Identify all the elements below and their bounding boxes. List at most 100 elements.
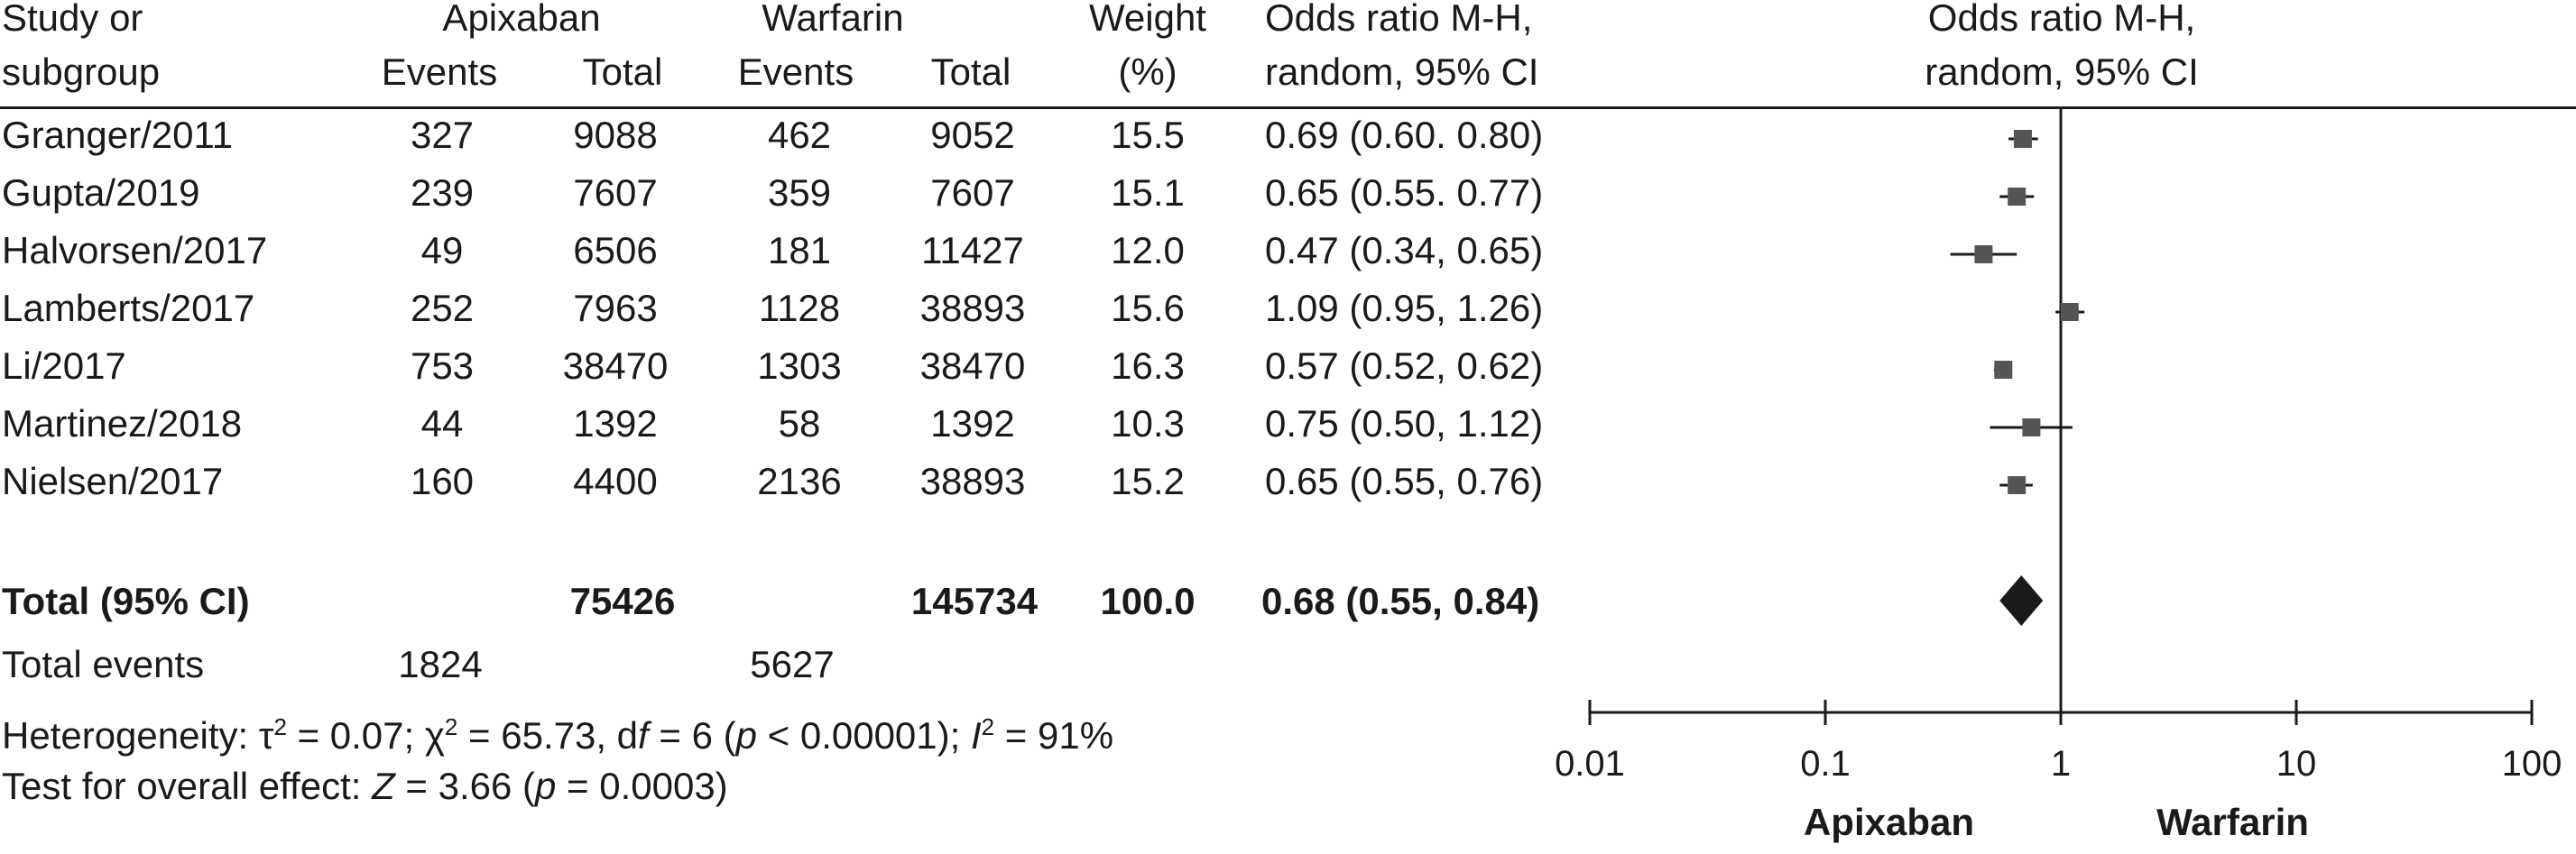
x-axis-tick-label: 100 <box>2502 744 2562 784</box>
total-odds-ratio: 0.68 (0.55, 0.84) <box>1261 580 1540 622</box>
apixaban-events: 327 <box>410 114 475 156</box>
header-apixaban-events: Events <box>381 51 498 93</box>
study-name: Gupta/2019 <box>2 171 200 214</box>
warfarin-events: 1128 <box>758 287 841 329</box>
warfarin-total: 38893 <box>919 287 1026 329</box>
point-marker <box>2022 418 2041 436</box>
warfarin-total: 9052 <box>930 114 1015 156</box>
total-apixaban: 75426 <box>569 580 676 622</box>
heterogeneity-df-italic: f <box>638 714 649 757</box>
apixaban-events: 753 <box>410 344 475 387</box>
study-name: Halvorsen/2017 <box>2 229 268 271</box>
heterogeneity-i-value: = 91% <box>994 714 1114 757</box>
warfarin-events: 58 <box>778 402 821 445</box>
apixaban-events: 252 <box>410 287 475 329</box>
study-name: Lamberts/2017 <box>2 287 255 329</box>
total-weight: 100.0 <box>1100 580 1196 622</box>
warfarin-events: 359 <box>767 171 832 214</box>
odds-ratio-text: 0.65 (0.55. 0.77) <box>1265 171 1544 214</box>
apixaban-total: 6506 <box>573 229 658 271</box>
total-events-warfarin: 5627 <box>750 643 835 685</box>
point-marker <box>2008 188 2027 206</box>
warfarin-total: 38470 <box>919 344 1026 387</box>
warfarin-events: 1303 <box>757 344 842 387</box>
apixaban-total: 4400 <box>573 460 658 502</box>
header-warfarin-total: Total <box>930 51 1011 93</box>
point-marker <box>2008 476 2027 494</box>
warfarin-total: 7607 <box>930 171 1015 214</box>
x-axis-tick-label: 10 <box>2276 744 2317 784</box>
overall-z-italic: Z <box>372 765 395 807</box>
favours-apixaban-label: Apixaban <box>1804 801 1974 843</box>
apixaban-total: 7607 <box>573 171 658 214</box>
weight: 16.3 <box>1111 344 1185 387</box>
apixaban-total: 1392 <box>573 402 658 445</box>
header-study-line1: Study or <box>2 0 143 39</box>
header-rule <box>0 106 2576 109</box>
warfarin-total: 11427 <box>921 229 1024 271</box>
pooled-diamond <box>1999 575 2044 626</box>
point-marker <box>2060 303 2079 321</box>
header-or-line2: random, 95% CI <box>1265 51 1539 93</box>
warfarin-total: 1392 <box>930 402 1015 445</box>
weight: 15.5 <box>1111 114 1185 156</box>
point-marker <box>1974 245 1993 263</box>
header-apixaban: Apixaban <box>442 0 601 39</box>
weight: 12.0 <box>1111 229 1185 271</box>
overall-prefix: Test for overall effect: <box>2 765 373 807</box>
heterogeneity-tau-value: = 0.07; χ <box>286 714 445 757</box>
x-axis-tick-label: 1 <box>2051 744 2071 784</box>
plot-header-line2: random, 95% CI <box>1925 51 2199 93</box>
apixaban-events: 49 <box>420 229 464 271</box>
total-warfarin: 145734 <box>910 580 1039 622</box>
total-events-label: Total events <box>2 643 205 685</box>
apixaban-total: 7963 <box>573 287 658 329</box>
study-name: Granger/2011 <box>2 114 234 156</box>
heterogeneity-sup-tau: 2 <box>273 713 287 740</box>
heterogeneity-sup-i: 2 <box>981 713 995 740</box>
header-warfarin: Warfarin <box>762 0 904 39</box>
overall-z-value: = 3.66 ( <box>394 765 535 807</box>
apixaban-total: 38470 <box>562 344 669 387</box>
warfarin-total: 38893 <box>919 460 1026 502</box>
weight: 15.6 <box>1111 287 1185 329</box>
heterogeneity-df-value: = 6 ( <box>648 714 736 757</box>
total-events-apixaban: 1824 <box>398 643 483 685</box>
plot-header-line1: Odds ratio M-H, <box>1927 0 2196 39</box>
point-marker <box>2013 130 2032 148</box>
heterogeneity-i-italic: I <box>970 714 982 757</box>
apixaban-events: 160 <box>410 460 475 502</box>
heterogeneity-p-italic: p <box>735 714 757 757</box>
overall-effect-text: Test for overall effect: Z = 3.66 (p = 0… <box>2 765 728 808</box>
study-name: Li/2017 <box>2 344 126 387</box>
heterogeneity-p-value: < 0.00001); <box>756 714 971 757</box>
header-weight: Weight <box>1089 0 1206 39</box>
odds-ratio-text: 0.69 (0.60. 0.80) <box>1265 114 1544 156</box>
odds-ratio-text: 0.65 (0.55, 0.76) <box>1265 460 1544 502</box>
heterogeneity-text: Heterogeneity: τ2 = 0.07; χ2 = 65.73, df… <box>2 705 1113 758</box>
odds-ratio-text: 0.47 (0.34, 0.65) <box>1265 229 1544 271</box>
warfarin-events: 462 <box>767 114 832 156</box>
header-apixaban-total: Total <box>582 51 663 93</box>
weight: 15.1 <box>1111 171 1185 214</box>
header-or-line1: Odds ratio M-H, <box>1265 0 1533 39</box>
total-label: Total (95% CI) <box>2 580 250 622</box>
overall-p-value: = 0.0003) <box>556 765 728 807</box>
heterogeneity-prefix: Heterogeneity: τ <box>2 714 274 757</box>
apixaban-events: 239 <box>410 171 475 214</box>
odds-ratio-text: 0.57 (0.52, 0.62) <box>1265 344 1544 387</box>
x-axis-tick-label: 0.01 <box>1555 744 1625 784</box>
heterogeneity-sup-chi: 2 <box>444 713 458 740</box>
x-axis-tick-label: 0.1 <box>1800 744 1851 784</box>
apixaban-events: 44 <box>420 402 464 445</box>
header-warfarin-events: Events <box>737 51 854 93</box>
warfarin-events: 2136 <box>757 460 842 502</box>
heterogeneity-chi-value: = 65.73, d <box>457 714 639 757</box>
study-name: Nielsen/2017 <box>2 460 224 502</box>
odds-ratio-text: 0.75 (0.50, 1.12) <box>1265 402 1544 445</box>
weight: 10.3 <box>1111 402 1185 445</box>
study-name: Martinez/2018 <box>2 402 243 445</box>
odds-ratio-text: 1.09 (0.95, 1.26) <box>1265 287 1544 329</box>
favours-warfarin-label: Warfarin <box>2156 801 2309 843</box>
